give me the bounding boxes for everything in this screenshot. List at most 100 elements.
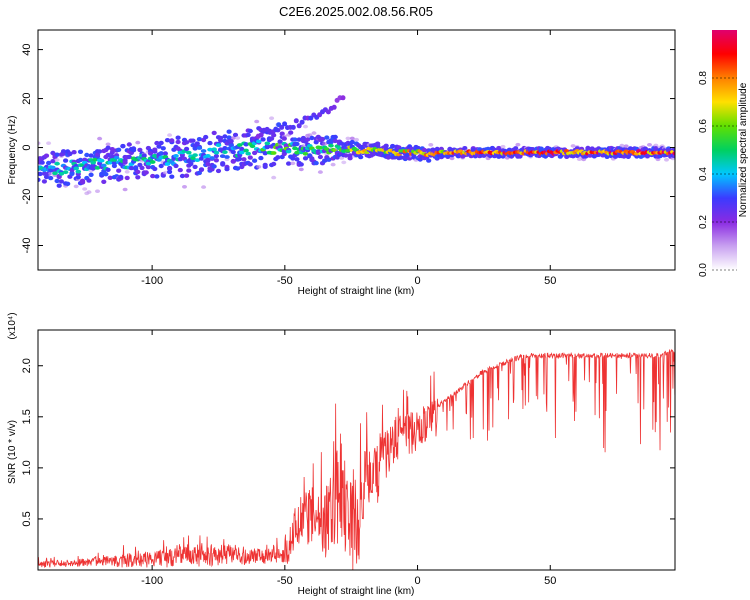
snr-y-label: SNR (10 * v/v) xyxy=(7,420,18,484)
heatmap-cell xyxy=(143,170,149,175)
heatmap-cell xyxy=(247,128,253,134)
heatmap-cell xyxy=(332,134,338,140)
heatmap-cell xyxy=(175,135,181,140)
snr-y-multiplier: (x10⁴) xyxy=(7,312,18,339)
heatmap-cell xyxy=(196,146,203,150)
heatmap-cell xyxy=(194,158,201,163)
heatmap-cell xyxy=(179,173,185,179)
heatmap-cell xyxy=(299,119,305,125)
heatmap-cell xyxy=(109,150,115,155)
heatmap-cell xyxy=(86,190,92,194)
heatmap-cell xyxy=(300,135,306,141)
heatmap-cell xyxy=(340,95,346,101)
y-tick-label: 2.0 xyxy=(21,358,33,373)
heatmap-cell xyxy=(150,173,156,179)
heatmap-cell xyxy=(69,171,75,176)
heatmap-cell xyxy=(298,167,304,172)
heatmap-cell xyxy=(623,144,629,148)
heatmap-cell xyxy=(164,138,171,143)
heatmap-cell xyxy=(203,134,209,140)
heatmap-cell xyxy=(354,137,359,142)
colorbar-ticks: 0.0 0.2 0.4 0.6 0.8 xyxy=(698,71,737,277)
heatmap-cell xyxy=(86,178,92,183)
heatmap-cell xyxy=(101,163,107,168)
heatmap-cell xyxy=(587,153,593,158)
heatmap-cell xyxy=(182,185,187,189)
heatmap-cell xyxy=(92,157,99,162)
heatmap-cell xyxy=(190,138,196,143)
y-tick-label: -20 xyxy=(21,189,33,205)
heatmap-cell xyxy=(243,148,249,153)
heatmap-cell xyxy=(46,160,52,166)
heatmap-cell xyxy=(77,149,84,154)
heatmap-cell xyxy=(283,143,289,148)
heatmap-cell xyxy=(109,154,115,159)
heatmap-cell xyxy=(116,168,122,173)
heatmap-cell xyxy=(230,158,236,164)
colorbar-tick-label: 0.8 xyxy=(698,71,709,85)
heatmap-cell xyxy=(88,153,94,158)
heatmap-cell xyxy=(339,141,345,146)
heatmap-cell xyxy=(311,131,317,135)
heatmap-cell xyxy=(211,130,217,136)
heatmap-cell xyxy=(196,137,202,142)
heatmap-cell xyxy=(39,160,45,165)
heatmap-cell xyxy=(101,179,107,184)
heatmap-cell xyxy=(293,118,299,124)
heatmap-cell xyxy=(672,151,675,156)
heatmap-cell xyxy=(428,143,434,147)
heatmap-cell xyxy=(228,138,234,144)
heatmap-cell xyxy=(270,151,277,155)
heatmap-cell xyxy=(162,151,168,156)
heatmap-cell xyxy=(38,141,41,145)
snr-frame xyxy=(37,329,676,571)
spectrogram-y-label: Frequency (Hz) xyxy=(7,116,18,185)
heatmap-cell xyxy=(190,156,196,161)
heatmap-cell xyxy=(122,160,128,165)
heatmap-cell xyxy=(230,149,236,155)
heatmap-cell xyxy=(230,136,236,140)
heatmap-cell xyxy=(167,133,173,137)
heatmap-cell xyxy=(317,154,323,160)
snr-x-ticks: -100 -50 0 50 xyxy=(141,330,556,587)
heatmap-cell xyxy=(219,154,226,159)
heatmap-cell xyxy=(275,155,281,160)
heatmap-cell xyxy=(262,162,268,168)
heatmap-cell xyxy=(241,157,247,162)
heatmap-cell xyxy=(109,147,115,152)
heatmap-cell xyxy=(294,141,300,147)
y-tick-label: -40 xyxy=(21,238,33,254)
heatmap-cell xyxy=(38,171,43,177)
heatmap-cell xyxy=(75,174,81,180)
heatmap-cell xyxy=(147,151,154,156)
heatmap-cell xyxy=(54,158,60,162)
heatmap-cell xyxy=(97,149,103,154)
x-tick-label: -100 xyxy=(141,275,163,287)
heatmap-cell xyxy=(254,119,260,124)
heatmap-cell xyxy=(302,151,309,156)
heatmap-cell xyxy=(77,157,84,163)
snr-panel: -100 -50 0 50 0.5 1.0 1.5 2.0 Height of straig… xyxy=(7,312,676,597)
heatmap-cell xyxy=(207,140,213,146)
heatmap-cell xyxy=(56,174,62,180)
heatmap-cell xyxy=(139,165,145,171)
heatmap-cell xyxy=(80,178,86,184)
heatmap-cell xyxy=(184,146,190,152)
heatmap-cell xyxy=(205,157,211,162)
heatmap-cell xyxy=(97,136,103,141)
heatmap-cell xyxy=(481,153,487,158)
y-tick-label: 0 xyxy=(21,144,33,150)
heatmap-cell xyxy=(302,156,309,161)
x-tick-label: -50 xyxy=(277,275,293,287)
heatmap-cell xyxy=(309,135,315,141)
heatmap-cell xyxy=(54,161,60,166)
heatmap-cell xyxy=(285,149,292,154)
heatmap-cell xyxy=(404,152,411,158)
heatmap-cell xyxy=(186,168,192,173)
heatmap-cell xyxy=(135,140,141,145)
heatmap-cell xyxy=(54,152,60,157)
heatmap-cell xyxy=(281,136,287,141)
heatmap-cell xyxy=(213,158,219,163)
heatmap-cell xyxy=(43,153,50,158)
x-tick-label: 50 xyxy=(544,275,556,287)
